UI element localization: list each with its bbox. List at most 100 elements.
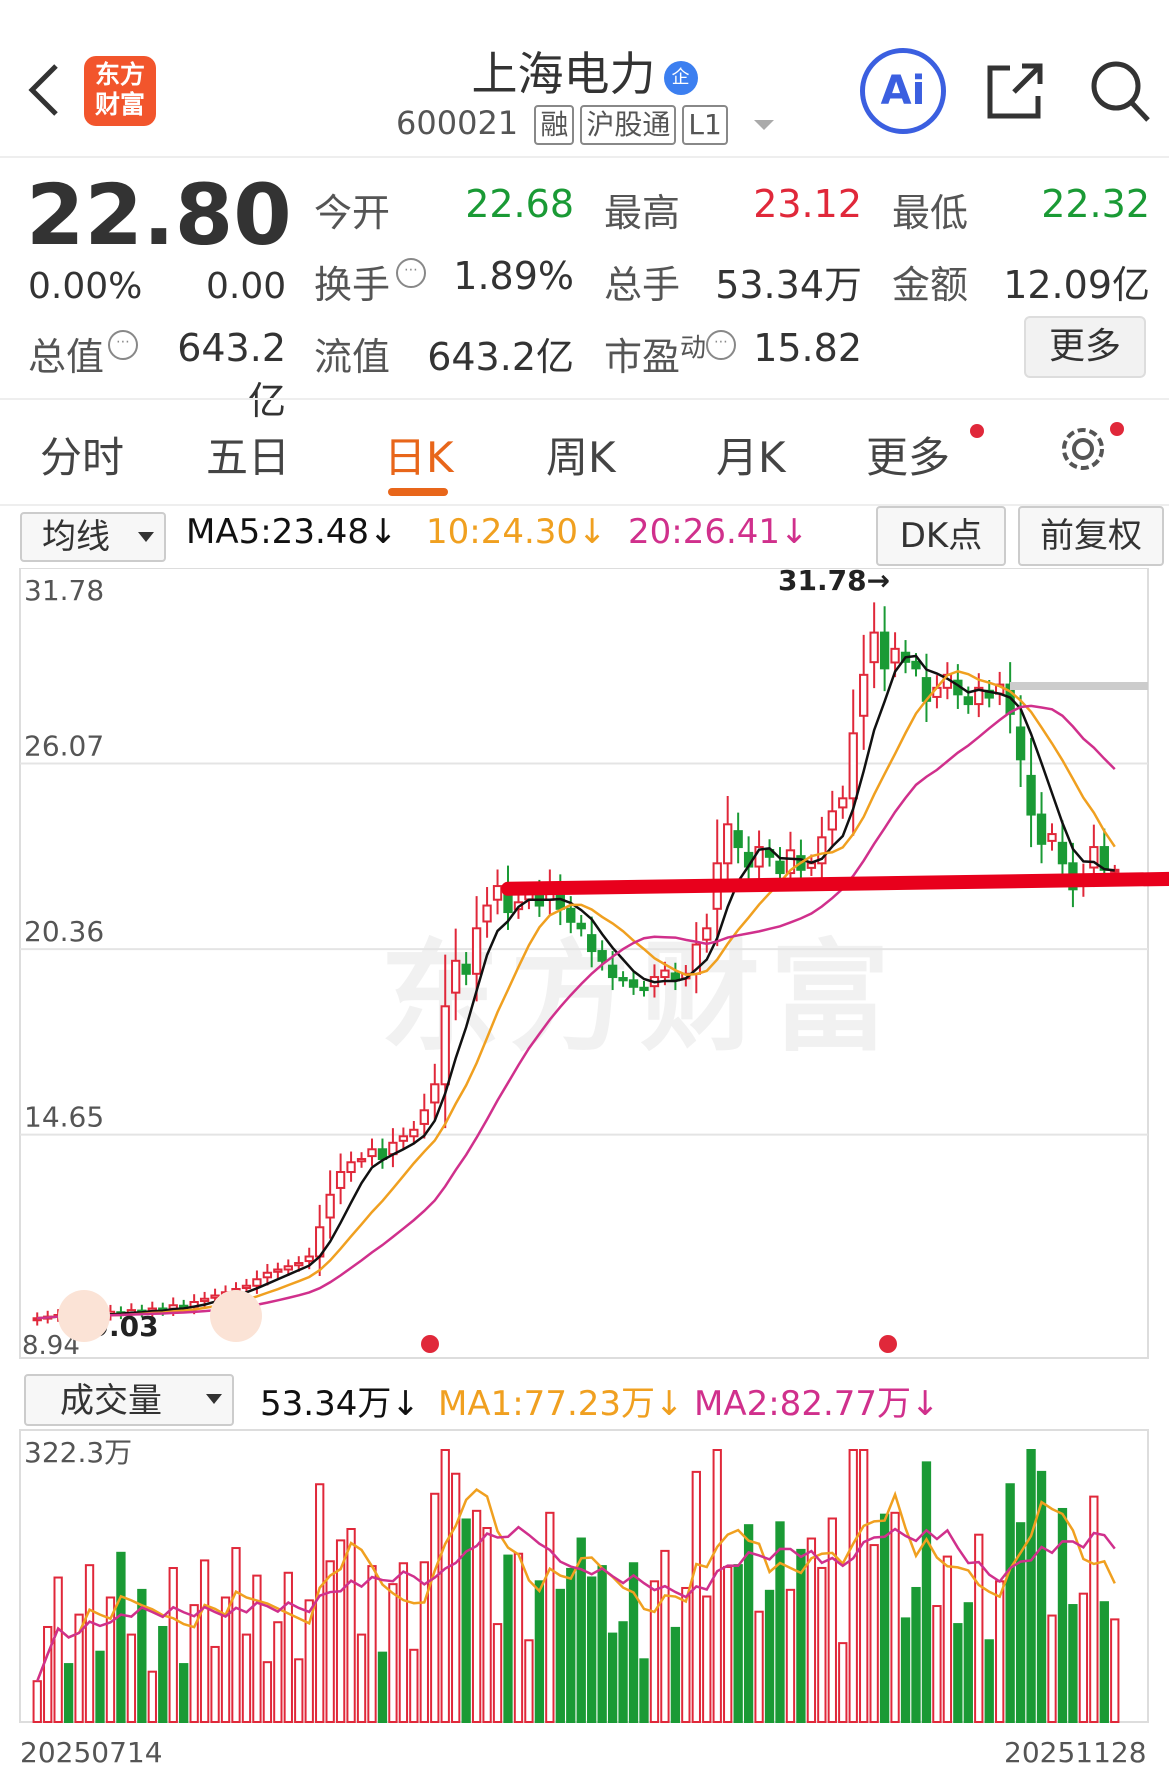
back-icon[interactable] — [26, 60, 62, 120]
volume-bar — [618, 1621, 628, 1723]
candle — [838, 797, 848, 809]
candle — [775, 860, 785, 875]
volume-bar — [670, 1626, 681, 1723]
candle — [210, 1294, 220, 1299]
volume-bar — [147, 1670, 157, 1723]
volume-value: 53.34万 — [715, 263, 862, 307]
volume-bar — [942, 1555, 953, 1723]
volume-bar — [367, 1565, 377, 1723]
dk-label: DK点 — [899, 516, 983, 556]
mktcap-label-text: 总值 — [28, 335, 105, 379]
dk-point-button[interactable]: DK点 — [876, 506, 1006, 566]
info-icon[interactable]: ⋯ — [396, 258, 427, 288]
volume-ma1-line — [36, 1487, 1116, 1682]
candle — [440, 1005, 450, 1086]
stock-code-row[interactable]: 600021 融沪股通 L1 — [396, 104, 774, 145]
candle — [974, 686, 984, 706]
adjust-button[interactable]: 前复权 — [1018, 506, 1164, 566]
volume-bar — [869, 1544, 879, 1723]
divider — [0, 504, 1169, 506]
ai-button[interactable]: Ai — [860, 48, 946, 134]
volume-bar — [785, 1588, 796, 1723]
volume-bar — [743, 1524, 754, 1723]
volume-ma2-line — [36, 1525, 1116, 1682]
divider — [0, 398, 1169, 400]
volume-indicator-select[interactable]: 成交量 — [24, 1374, 234, 1426]
logo-text: 东方财富 — [94, 60, 145, 119]
volume-bar — [1110, 1618, 1120, 1723]
volume-bar — [1057, 1507, 1068, 1723]
amount-label: 金额 — [892, 263, 969, 307]
candle — [660, 969, 670, 979]
volume-bar — [566, 1567, 576, 1723]
volume-bar — [409, 1648, 419, 1723]
volume-chart[interactable]: 322.3万 — [0, 1428, 1169, 1728]
indicator-select[interactable]: 均线 — [20, 512, 166, 562]
volume-bar — [32, 1680, 42, 1723]
search-icon[interactable] — [1088, 58, 1152, 124]
volume-bar — [1005, 1483, 1015, 1724]
dropdown-icon[interactable] — [753, 120, 774, 130]
candle — [576, 922, 586, 930]
candle — [785, 849, 796, 875]
high-label: 最高 — [604, 191, 681, 235]
tab-monthly-k[interactable]: 月K — [716, 433, 786, 482]
volume-bar — [827, 1517, 837, 1723]
tag-connect: 沪股通 — [580, 105, 677, 145]
candle — [597, 950, 607, 962]
candle — [1026, 774, 1036, 816]
share-icon[interactable] — [984, 60, 1046, 122]
notification-dot — [1110, 422, 1124, 436]
watermark: 东方财富 — [380, 929, 900, 1068]
candle — [471, 927, 482, 975]
volume-bar — [294, 1658, 304, 1723]
change-amount: 0.00 — [206, 266, 287, 307]
volume-bar — [210, 1645, 220, 1723]
tab-more[interactable]: 更多 — [866, 433, 951, 482]
candle — [1047, 833, 1057, 842]
ma20-line — [37, 704, 1116, 1320]
volume-bar — [733, 1564, 743, 1723]
candle — [294, 1262, 304, 1267]
volume-bar — [1026, 1449, 1036, 1723]
info-icon[interactable]: ⋯ — [706, 330, 737, 360]
volume-bar — [482, 1527, 492, 1723]
volume-bar — [963, 1602, 973, 1723]
candle — [566, 907, 576, 923]
signal-badge — [58, 1290, 110, 1342]
volume-bar — [691, 1470, 701, 1723]
candle — [618, 977, 628, 982]
candle — [1015, 726, 1026, 761]
volume-bar — [607, 1632, 618, 1724]
volume-bar — [628, 1562, 639, 1723]
volume-bar — [921, 1461, 932, 1723]
volume-bar — [806, 1537, 817, 1723]
settings-icon[interactable] — [1058, 424, 1108, 474]
volume-bar — [231, 1547, 241, 1723]
volume-bar — [723, 1565, 733, 1723]
volume-bar — [1089, 1495, 1099, 1723]
info-icon[interactable]: ⋯ — [108, 330, 139, 360]
volume-value: 53.34万↓ — [260, 1384, 420, 1424]
volume-label: 总手 — [604, 263, 681, 307]
tab-5day[interactable]: 五日 — [206, 433, 291, 482]
more-quote-button[interactable]: 更多 — [1024, 316, 1146, 378]
volume-bar — [796, 1548, 806, 1723]
low-value: 22.32 — [1041, 182, 1150, 226]
low-label: 最低 — [892, 191, 969, 235]
candle — [879, 631, 890, 670]
current-price: 22.80 — [26, 166, 292, 264]
volume-bar — [932, 1605, 942, 1724]
volume-bar — [116, 1551, 126, 1723]
candle — [398, 1135, 409, 1142]
candle — [1036, 813, 1047, 845]
candle — [639, 986, 649, 992]
candle — [859, 673, 869, 717]
volume-bar — [775, 1521, 785, 1723]
chevron-down-icon — [138, 532, 154, 542]
tab-weekly-k[interactable]: 周K — [546, 433, 616, 482]
candle — [869, 631, 879, 664]
tab-intraday[interactable]: 分时 — [40, 433, 125, 482]
tab-daily-k[interactable]: 日K — [384, 433, 454, 482]
